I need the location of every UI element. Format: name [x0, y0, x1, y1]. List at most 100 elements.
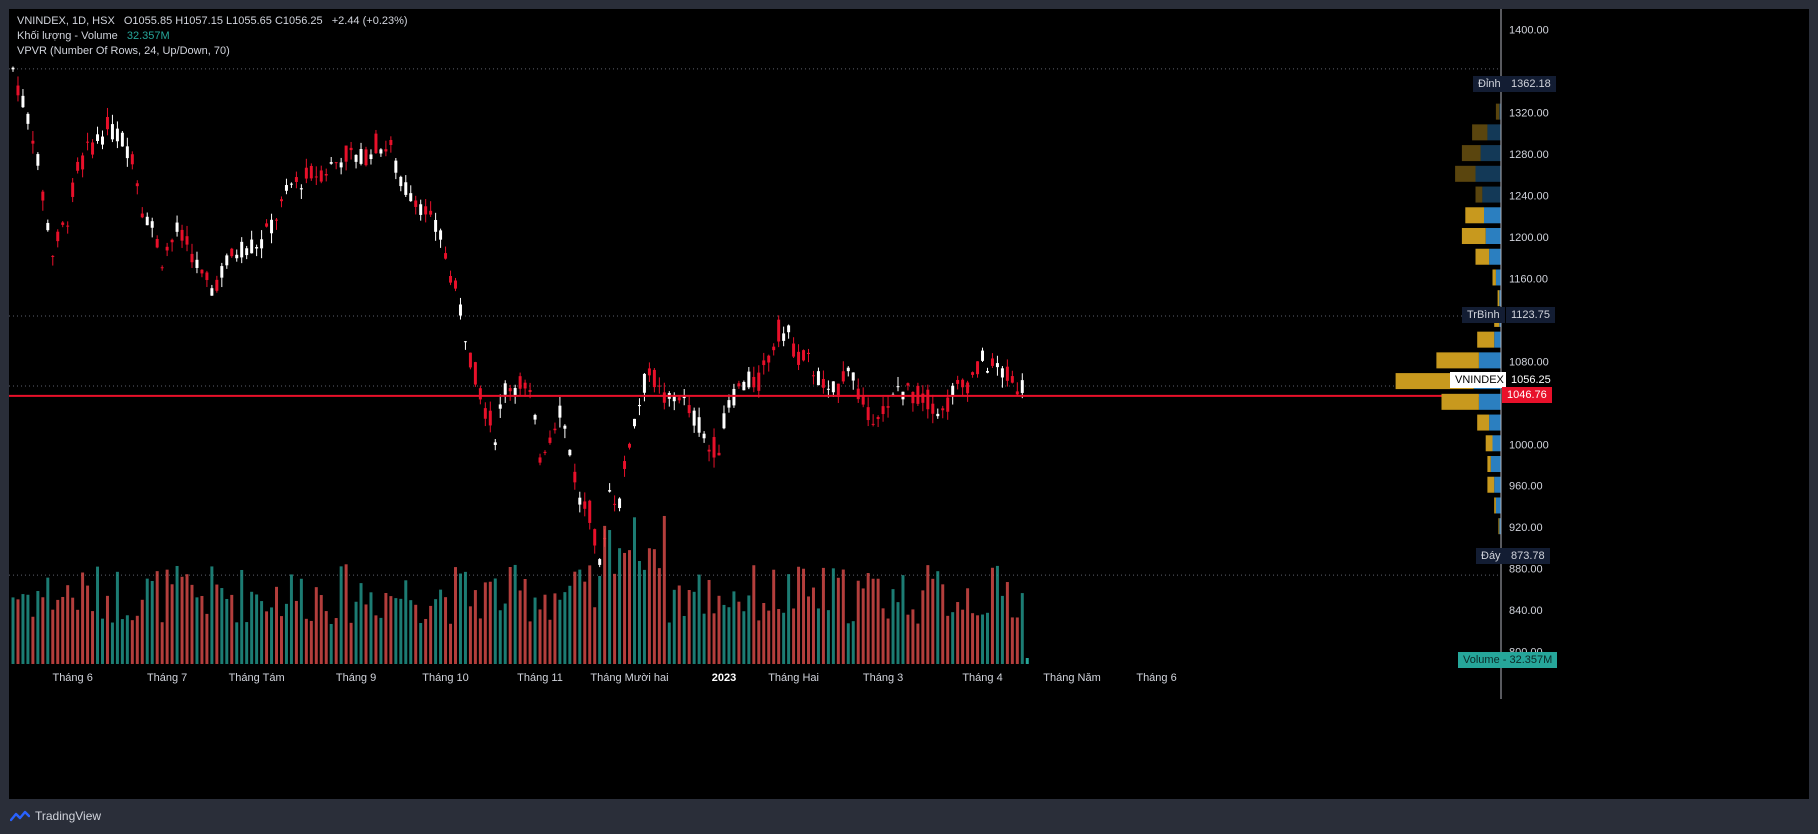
- price-chart[interactable]: 800.00840.00880.00920.00960.001000.00108…: [9, 9, 1809, 799]
- candle-body: [384, 149, 388, 152]
- volume-tag-value: 32.357M: [1509, 654, 1553, 666]
- legend-ohlc-values: O1055.85 H1057.15 L1055.65 C1056.25: [123, 15, 323, 27]
- volume-bar: [985, 612, 989, 664]
- candle-body: [921, 393, 925, 403]
- volume-bar: [613, 573, 617, 664]
- candle-body: [190, 253, 194, 263]
- volume-bar: [458, 573, 462, 664]
- volume-bar: [66, 585, 70, 664]
- candle-body: [369, 154, 373, 160]
- volume-bar: [886, 618, 890, 664]
- volume-tag: Volume - 32.357M: [1458, 652, 1558, 668]
- volume-bar: [573, 571, 577, 664]
- candle-body: [275, 219, 279, 221]
- volume-bar: [623, 552, 627, 664]
- candle-body: [543, 451, 547, 453]
- candle-body: [623, 461, 627, 469]
- candle-body: [508, 388, 512, 392]
- candle-body: [110, 124, 114, 140]
- volume-bar: [140, 599, 144, 664]
- x-axis-label: Tháng 6: [1136, 672, 1176, 684]
- volume-bar: [155, 571, 159, 664]
- volume-bar: [841, 569, 845, 664]
- vpvr-up-bar: [1489, 248, 1501, 265]
- footer-bar: [0, 799, 1818, 834]
- candle-body: [608, 490, 612, 492]
- volume-bar: [762, 603, 766, 664]
- candle-body: [454, 280, 457, 289]
- candle-body: [861, 396, 865, 405]
- candle-body: [558, 405, 562, 418]
- candle-body: [807, 352, 810, 354]
- volume-bar: [672, 589, 676, 664]
- volume-bar: [468, 606, 472, 664]
- tradingview-logo-icon: [10, 810, 30, 822]
- candle-body: [931, 403, 935, 414]
- volume-bar: [394, 598, 398, 664]
- vpvr-down-bar: [1475, 248, 1490, 265]
- volume-bar: [533, 597, 537, 664]
- candle-body: [140, 213, 144, 218]
- candle-body: [672, 395, 676, 402]
- volume-bar: [503, 603, 507, 664]
- volume-bar: [1015, 617, 1019, 664]
- candle-body: [115, 128, 119, 142]
- volume-bar: [826, 610, 830, 664]
- vpvr-down-bar: [1487, 456, 1491, 473]
- volume-bar: [91, 611, 95, 664]
- candle-body: [31, 140, 35, 144]
- chart-area[interactable]: 800.00840.00880.00920.00960.001000.00108…: [9, 9, 1809, 799]
- volume-bar: [195, 597, 199, 664]
- volume-bar: [881, 608, 885, 664]
- candle-body: [677, 397, 681, 401]
- vpvr-up-bar: [1480, 145, 1501, 162]
- candle-body: [831, 381, 835, 393]
- volume-bar: [961, 609, 965, 664]
- vpvr-up-bar: [1475, 165, 1501, 182]
- volume-bar: [732, 591, 736, 664]
- vpvr-up-bar: [1494, 476, 1501, 493]
- x-axis-label: Tháng 9: [336, 672, 376, 684]
- volume-bar: [439, 589, 443, 664]
- volume-bar: [384, 593, 388, 664]
- volume-bar: [981, 614, 985, 664]
- volume-bar: [105, 595, 109, 664]
- candle-body: [195, 259, 199, 268]
- x-axis-label: Tháng Năm: [1043, 672, 1100, 684]
- candle-body: [334, 162, 338, 164]
- candle-body: [260, 239, 264, 249]
- candle-body: [618, 498, 622, 509]
- volume-bar: [11, 597, 15, 664]
- volume-bar: [697, 574, 701, 664]
- candle-body: [76, 161, 80, 171]
- bottom-tag: Đáy: [1476, 548, 1506, 564]
- candle-body: [46, 222, 50, 231]
- legend-change: +2.44 (+0.23%): [331, 15, 408, 27]
- volume-bar: [115, 571, 119, 664]
- tradingview-logo[interactable]: TradingView: [10, 809, 101, 823]
- volume-bar: [414, 604, 418, 664]
- volume-bar: [787, 574, 791, 664]
- volume-bar: [662, 515, 666, 664]
- x-axis-label: 2023: [712, 672, 736, 684]
- candle-body: [105, 116, 109, 130]
- candle-body: [21, 95, 25, 108]
- candle-body: [339, 162, 343, 168]
- candle-body: [399, 176, 403, 187]
- last-price-tag: 1056.25: [1506, 372, 1556, 388]
- volume-bar: [846, 623, 850, 664]
- volume-bar: [647, 548, 651, 664]
- candle-body: [304, 167, 308, 179]
- candle-body: [220, 266, 224, 278]
- volume-bar: [26, 594, 30, 664]
- volume-bar: [717, 595, 721, 664]
- candle-body: [394, 160, 398, 173]
- candle-body: [792, 343, 796, 357]
- vpvr-down-bar: [1441, 393, 1479, 410]
- candle-body: [826, 388, 830, 390]
- candle-body: [483, 408, 487, 419]
- candle-body: [170, 239, 174, 243]
- candle-body: [130, 154, 134, 165]
- candle-body: [767, 355, 771, 363]
- vpvr-down-bar: [1495, 103, 1500, 120]
